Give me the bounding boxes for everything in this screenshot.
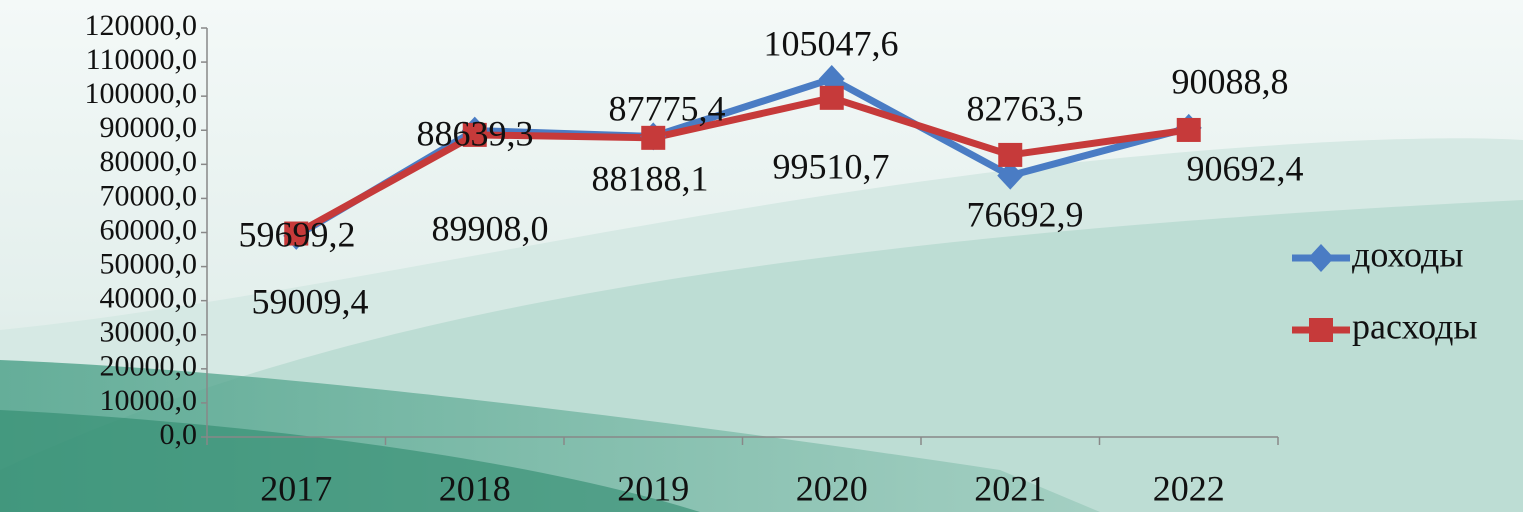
legend-label: расходы xyxy=(1352,306,1478,346)
marker xyxy=(462,122,487,147)
y-tick-label: 110000,0 xyxy=(86,43,197,76)
y-tick-label: 30000,0 xyxy=(100,316,198,349)
y-tick-label: 60000,0 xyxy=(100,213,198,246)
data-label: 82763,5 xyxy=(967,88,1084,128)
y-tick-label: 20000,0 xyxy=(100,350,198,383)
y-tick-label: 40000,0 xyxy=(100,282,198,315)
data-label: 99510,7 xyxy=(773,146,890,186)
marker xyxy=(284,221,309,246)
data-label: 88639,3 xyxy=(417,113,534,153)
y-tick-label: 80000,0 xyxy=(100,145,198,178)
series-line xyxy=(294,94,1190,237)
marker xyxy=(1309,318,1333,342)
data-label: 90692,4 xyxy=(1187,148,1304,188)
y-tick-label: 70000,0 xyxy=(100,179,198,212)
data-label: 59009,4 xyxy=(252,281,369,321)
x-tick-label: 2018 xyxy=(439,468,511,508)
y-tick-label: 120000,0 xyxy=(85,9,198,42)
x-tick-label: 2017 xyxy=(260,468,332,508)
wave xyxy=(0,410,700,512)
marker xyxy=(819,85,844,110)
y-tick-label: 10000,0 xyxy=(100,384,198,417)
x-tick-label: 2021 xyxy=(974,468,1046,508)
y-tick-label: 0,0 xyxy=(160,418,198,451)
y-tick-label: 100000,0 xyxy=(85,77,198,110)
marker xyxy=(997,161,1024,190)
x-tick-label: 2019 xyxy=(617,468,689,508)
marker xyxy=(998,142,1023,167)
marker xyxy=(1308,244,1334,272)
data-label: 90088,8 xyxy=(1172,61,1289,101)
data-label: 76692,9 xyxy=(967,194,1084,234)
x-tick-label: 2020 xyxy=(796,468,868,508)
y-tick-label: 50000,0 xyxy=(100,247,198,280)
data-label: 105047,6 xyxy=(764,23,899,63)
y-tick-label: 90000,0 xyxy=(100,111,198,144)
data-label: 59699,2 xyxy=(239,214,356,254)
marker xyxy=(1176,117,1201,142)
marker xyxy=(641,125,666,150)
data-label: 87775,4 xyxy=(609,88,726,128)
data-label: 89908,0 xyxy=(432,208,549,248)
legend-label: доходы xyxy=(1352,234,1464,274)
data-label: 88188,1 xyxy=(592,158,709,198)
x-tick-label: 2022 xyxy=(1153,468,1225,508)
